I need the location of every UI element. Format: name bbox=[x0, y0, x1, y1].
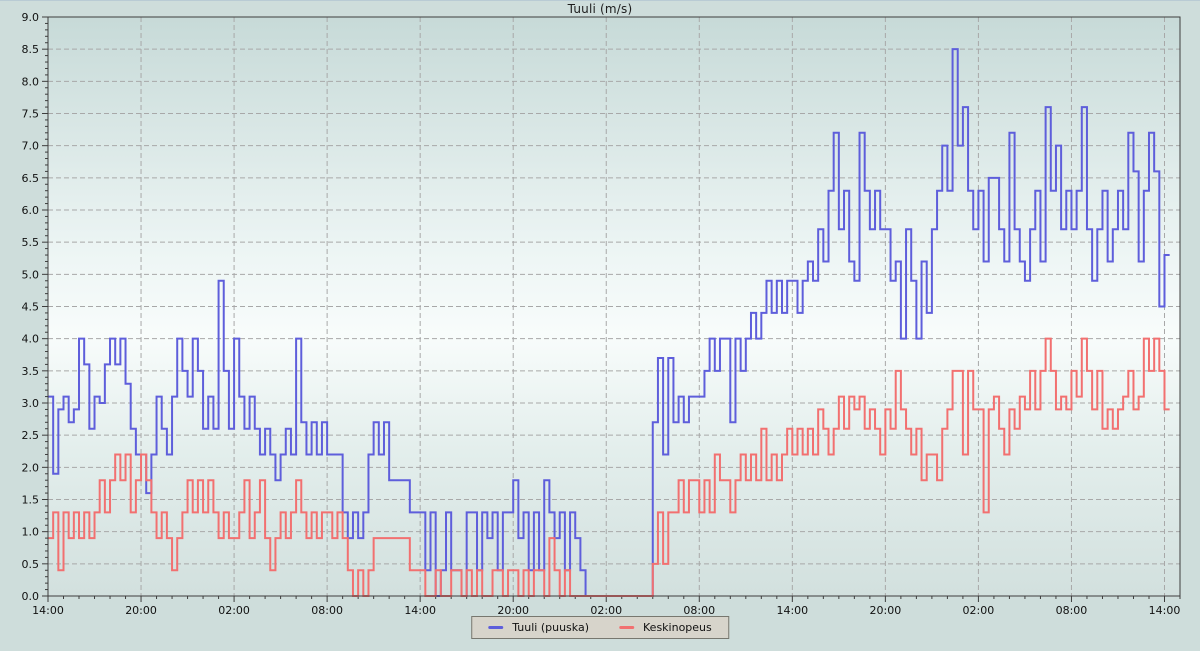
svg-text:9.0: 9.0 bbox=[22, 11, 40, 24]
chart-title: Tuuli (m/s) bbox=[567, 2, 633, 16]
svg-text:3.5: 3.5 bbox=[22, 365, 40, 378]
svg-text:08:00: 08:00 bbox=[683, 604, 715, 617]
svg-text:08:00: 08:00 bbox=[311, 604, 343, 617]
svg-text:20:00: 20:00 bbox=[125, 604, 157, 617]
svg-text:1.0: 1.0 bbox=[22, 526, 40, 539]
gust-line-swatch-icon bbox=[488, 626, 504, 629]
svg-text:1.5: 1.5 bbox=[22, 494, 40, 507]
svg-text:20:00: 20:00 bbox=[497, 604, 529, 617]
svg-text:3.0: 3.0 bbox=[22, 397, 40, 410]
svg-text:0.5: 0.5 bbox=[22, 558, 40, 571]
svg-text:2.0: 2.0 bbox=[22, 461, 40, 474]
svg-text:6.0: 6.0 bbox=[22, 204, 40, 217]
svg-text:14:00: 14:00 bbox=[776, 604, 808, 617]
svg-text:20:00: 20:00 bbox=[870, 604, 902, 617]
svg-text:02:00: 02:00 bbox=[963, 604, 995, 617]
legend-label-gust: Tuuli (puuska) bbox=[512, 621, 590, 634]
svg-text:4.0: 4.0 bbox=[22, 333, 40, 346]
svg-text:08:00: 08:00 bbox=[1056, 604, 1088, 617]
svg-text:7.5: 7.5 bbox=[22, 108, 40, 121]
svg-text:5.5: 5.5 bbox=[22, 236, 40, 249]
legend-label-average: Keskinopeus bbox=[643, 621, 712, 634]
svg-text:02:00: 02:00 bbox=[590, 604, 622, 617]
svg-text:4.5: 4.5 bbox=[22, 301, 40, 314]
legend: Tuuli (puuska) Keskinopeus bbox=[471, 616, 729, 639]
svg-text:6.5: 6.5 bbox=[22, 172, 40, 185]
svg-text:0.0: 0.0 bbox=[22, 590, 40, 603]
svg-text:7.0: 7.0 bbox=[22, 140, 40, 153]
svg-text:02:00: 02:00 bbox=[218, 604, 250, 617]
legend-item-average: Keskinopeus bbox=[619, 621, 712, 634]
svg-text:14:00: 14:00 bbox=[32, 604, 64, 617]
svg-text:14:00: 14:00 bbox=[404, 604, 436, 617]
svg-text:14:00: 14:00 bbox=[1149, 604, 1181, 617]
average-line-swatch-icon bbox=[619, 626, 635, 629]
svg-text:5.0: 5.0 bbox=[22, 268, 40, 281]
svg-text:8.0: 8.0 bbox=[22, 75, 40, 88]
svg-text:8.5: 8.5 bbox=[22, 43, 40, 56]
svg-text:2.5: 2.5 bbox=[22, 429, 40, 442]
legend-item-gust: Tuuli (puuska) bbox=[488, 621, 589, 634]
